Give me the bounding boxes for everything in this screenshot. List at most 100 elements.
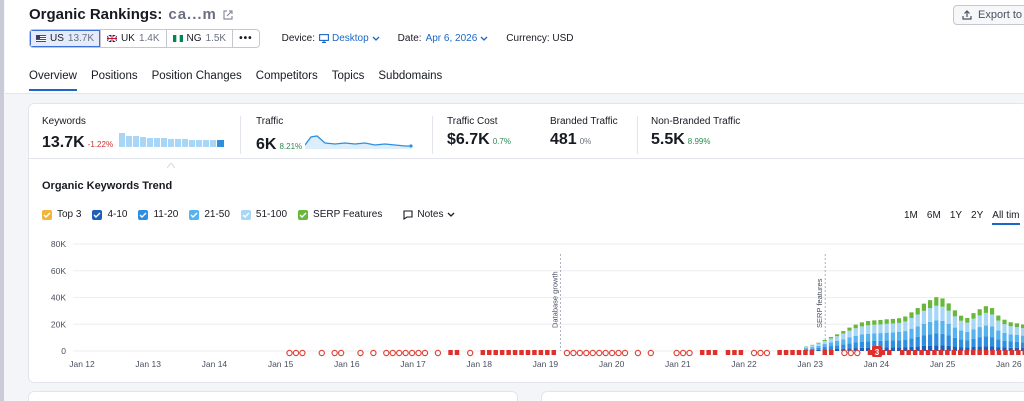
period-all-time[interactable]: All tim: [992, 210, 1020, 225]
metric-branded-traffic[interactable]: Branded Traffic 481 0%: [550, 116, 618, 149]
organic-keywords-chart[interactable]: 80K 60K 40K 20K 0 Database growth SERP featur…: [29, 234, 1024, 374]
serp-flag-marker: [493, 350, 498, 355]
x-axis-ticks: Jan 12 Jan 13 Jan 14 Jan 15 Jan 16 Jan 17 Jan …: [69, 359, 1022, 369]
serp-flag-marker: [454, 350, 460, 355]
bar-segment: [965, 322, 970, 332]
bar-segment: [835, 336, 840, 341]
legend-11-20[interactable]: 11-20: [138, 209, 178, 220]
bar-segment: [1008, 347, 1013, 351]
checkbox-icon[interactable]: [92, 209, 103, 220]
google-marker-icon: [854, 349, 861, 357]
bar-segment: [1002, 319, 1007, 325]
tab-subdomains[interactable]: Subdomains: [378, 70, 443, 82]
bar-segment: [897, 332, 902, 341]
bar-segment: [841, 339, 846, 345]
checkbox-icon[interactable]: [240, 209, 251, 220]
checkbox-icon[interactable]: [189, 209, 200, 220]
tab-topics[interactable]: Topics: [331, 70, 365, 82]
note-icon: [403, 209, 413, 220]
bar-segment: [971, 329, 976, 339]
database-uk-button[interactable]: UK 1.4K: [101, 30, 167, 47]
serp-flag-marker: [1016, 350, 1021, 355]
period-2y[interactable]: 2Y: [971, 210, 984, 221]
legend-51-100[interactable]: 51-100: [240, 209, 287, 220]
period-1y[interactable]: 1Y: [949, 210, 963, 221]
metric-keywords[interactable]: Keywords 13.7K -1.22%: [42, 116, 227, 168]
bar-segment: [816, 347, 821, 350]
google-marker-icon: [634, 349, 642, 357]
bar-segment: [828, 338, 833, 343]
bar-segment: [983, 306, 988, 313]
export-button[interactable]: Export to P: [953, 5, 1024, 25]
legend-top3[interactable]: Top 3: [42, 209, 81, 220]
tab-overview[interactable]: Overview: [29, 70, 77, 91]
notes-dropdown[interactable]: Notes: [403, 209, 455, 220]
device-dropdown[interactable]: Desktop: [319, 33, 380, 44]
bar-segment: [884, 323, 889, 333]
date-selector[interactable]: Date: Apr 6, 2026: [398, 33, 489, 44]
bar-segment: [921, 345, 926, 351]
checkbox-icon[interactable]: [42, 209, 52, 220]
bar-segment: [971, 338, 976, 347]
bar-segment: [872, 320, 877, 325]
serp-flag-marker: [951, 350, 957, 355]
bar-segment: [909, 328, 914, 339]
database-ng-button[interactable]: NG 1.5K: [166, 30, 234, 47]
serp-flag-marker: [932, 350, 937, 355]
uk-flag-icon: [107, 35, 118, 42]
more-databases-button[interactable]: •••: [233, 30, 259, 47]
bar-segment: [890, 323, 895, 333]
google-marker-icon: [673, 349, 680, 357]
database-row: US 13.7K UK 1.4K NG 1.5K ••• Device: Des…: [29, 29, 574, 48]
legend-serp-features[interactable]: SERP Features: [298, 209, 382, 220]
metric-traffic[interactable]: Traffic 6K 8.21%: [256, 116, 413, 154]
legend-21-50[interactable]: 21-50: [189, 209, 230, 220]
serp-flag-marker: [783, 350, 789, 355]
legend-4-10[interactable]: 4-10: [92, 209, 127, 220]
tab-position-changes[interactable]: Position Changes: [151, 70, 242, 82]
bar-segment: [853, 324, 858, 329]
x-tick-label: Jan 14: [202, 359, 228, 369]
bar-segment: [884, 340, 889, 348]
bar-segment: [884, 319, 889, 324]
checkbox-icon[interactable]: [298, 209, 309, 220]
external-link-icon[interactable]: [223, 9, 233, 20]
serp-flag-marker: [499, 350, 505, 355]
google-marker-icon: [647, 349, 655, 357]
tab-positions[interactable]: Positions: [90, 70, 138, 82]
google-marker-icon: [583, 349, 590, 357]
checkbox-icon[interactable]: [138, 209, 149, 220]
bottom-card-right: [541, 391, 1024, 401]
bar-segment: [983, 312, 988, 326]
metric-non-branded-traffic[interactable]: Non-Branded Traffic 5.5K 8.99%: [651, 116, 740, 149]
metric-traffic-cost[interactable]: Traffic Cost $6.7K 0.7%: [447, 116, 511, 149]
bar-segment: [952, 316, 957, 328]
device-selector[interactable]: Device: Desktop: [282, 33, 380, 44]
serp-flag-marker: [706, 350, 711, 355]
google-marker-icon: [383, 349, 390, 357]
legend-top3-label: Top 3: [57, 209, 82, 220]
bar-segment: [866, 325, 871, 334]
bar-segment: [853, 335, 858, 343]
database-us-button[interactable]: US 13.7K: [30, 30, 102, 47]
page-title: Organic Rankings:: [29, 6, 163, 23]
period-6m[interactable]: 6M: [926, 210, 941, 221]
google-marker-icon: [408, 349, 416, 357]
bar-segment: [1002, 347, 1007, 351]
date-dropdown[interactable]: Apr 6, 2026: [426, 33, 489, 44]
period-1m[interactable]: 1M: [904, 210, 918, 221]
bar-segment: [878, 340, 883, 348]
bar-segment: [835, 340, 840, 346]
y-tick-label: 80K: [51, 239, 66, 249]
bar-segment: [965, 347, 970, 351]
bar-segment: [928, 300, 933, 309]
tab-competitors[interactable]: Competitors: [255, 70, 318, 82]
bar-segment: [810, 344, 815, 346]
bar-segment: [822, 340, 827, 345]
bar-segment: [822, 344, 827, 347]
bar-segment: [1021, 335, 1024, 343]
bar-segment: [822, 339, 827, 341]
bar-segment: [940, 306, 945, 321]
bar-segment: [996, 320, 1001, 331]
google-marker-icon: [563, 349, 571, 357]
